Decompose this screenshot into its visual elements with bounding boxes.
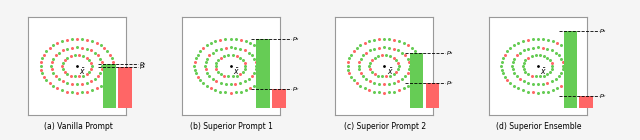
Text: $p_s$: $p_s$ — [292, 35, 300, 43]
Text: $\bar{x}$: $\bar{x}$ — [233, 67, 240, 77]
Text: (d) Superior Ensemble: (d) Superior Ensemble — [497, 122, 582, 131]
Text: $\bar{x}$: $\bar{x}$ — [79, 67, 86, 77]
Text: $\bar{x}$: $\bar{x}$ — [387, 67, 394, 77]
Bar — [564, 31, 577, 108]
Text: $p_s$: $p_s$ — [446, 49, 454, 57]
Bar — [579, 96, 593, 108]
Text: $p_c$: $p_c$ — [292, 85, 301, 93]
Text: $\bar{x}$: $\bar{x}$ — [540, 67, 547, 77]
Text: $p_s$: $p_s$ — [600, 26, 607, 35]
Text: $p_t$: $p_t$ — [139, 63, 147, 72]
Text: $p_c$: $p_c$ — [600, 92, 608, 100]
Bar — [118, 67, 132, 108]
Text: $p_s$: $p_s$ — [139, 60, 147, 68]
Bar — [426, 83, 439, 108]
Text: (b) Superior Prompt 1: (b) Superior Prompt 1 — [191, 122, 273, 131]
Bar — [410, 53, 424, 108]
Text: (c) Superior Prompt 2: (c) Superior Prompt 2 — [344, 122, 427, 131]
Bar — [272, 89, 285, 108]
Bar — [257, 39, 270, 108]
Bar — [103, 64, 116, 108]
Text: $p_c$: $p_c$ — [446, 79, 454, 87]
Text: (a) Vanilla Prompt: (a) Vanilla Prompt — [44, 122, 113, 131]
